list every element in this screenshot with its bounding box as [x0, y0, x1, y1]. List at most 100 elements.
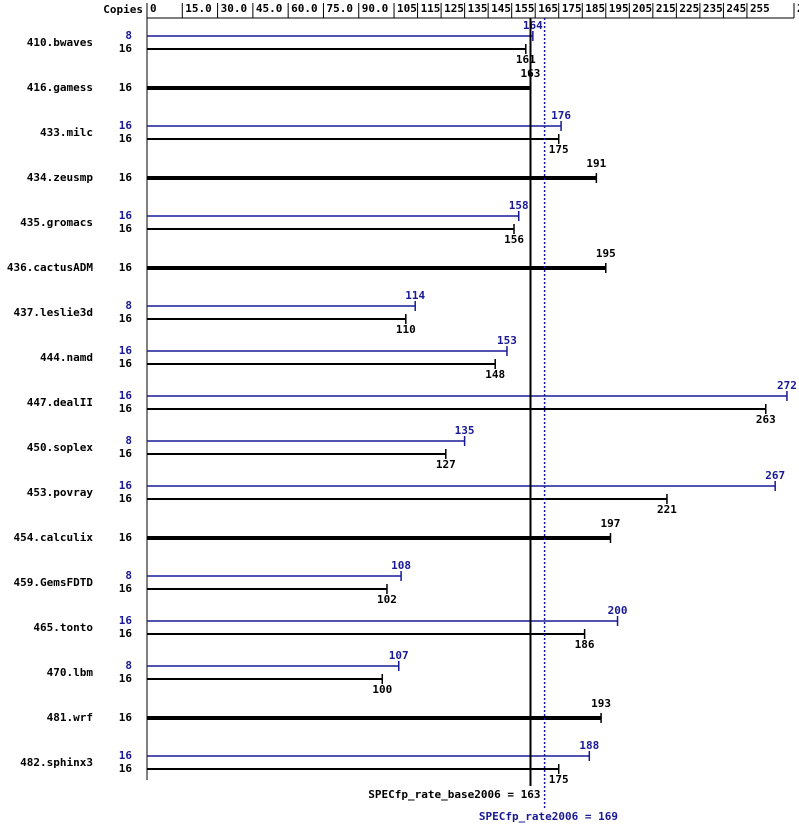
value-label: 114: [405, 289, 425, 302]
benchmark-label: 435.gromacs: [20, 216, 93, 229]
copies-label: 16: [119, 357, 133, 370]
value-label: 127: [436, 458, 456, 471]
x-tick-label: 215: [656, 2, 676, 15]
value-label: 263: [756, 413, 776, 426]
x-tick-label: 225: [679, 2, 699, 15]
benchmark-label: 436.cactusADM: [7, 261, 93, 274]
benchmark-label: 454.calculix: [14, 531, 94, 544]
value-label: 110: [396, 323, 416, 336]
copies-label: 16: [119, 479, 133, 492]
value-label: 148: [485, 368, 505, 381]
copies-label: 16: [119, 749, 133, 762]
copies-label: 16: [119, 344, 133, 357]
copies-label: 8: [125, 659, 132, 672]
copies-label: 16: [119, 312, 133, 325]
value-label: 108: [391, 559, 411, 572]
copies-label: 16: [119, 531, 133, 544]
value-label: 267: [765, 469, 785, 482]
value-label: 195: [596, 247, 616, 260]
value-label: 107: [389, 649, 409, 662]
value-label: 193: [591, 697, 611, 710]
copies-label: 16: [119, 762, 133, 775]
x-tick-label: 235: [703, 2, 723, 15]
benchmark-label: 482.sphinx3: [20, 756, 93, 769]
value-label: 197: [601, 517, 621, 530]
copies-label: 16: [119, 492, 133, 505]
benchmark-label: 447.dealII: [27, 396, 93, 409]
value-label: 175: [549, 773, 569, 786]
copies-label: 16: [119, 222, 133, 235]
copies-label: 16: [119, 209, 133, 222]
x-tick-label: 135: [468, 2, 488, 15]
benchmark-label: 470.lbm: [47, 666, 94, 679]
copies-label: 8: [125, 569, 132, 582]
value-label: 176: [551, 109, 571, 122]
value-label: 156: [504, 233, 524, 246]
x-tick-label: 255: [750, 2, 770, 15]
copies-header: Copies: [103, 3, 143, 16]
value-label: 164: [523, 19, 543, 32]
benchmark-label: 450.soplex: [27, 441, 94, 454]
x-tick-label: 275: [797, 2, 799, 15]
copies-label: 16: [119, 261, 133, 274]
copies-label: 8: [125, 29, 132, 42]
x-tick-label: 60.0: [291, 2, 318, 15]
benchmark-label: 433.milc: [40, 126, 93, 139]
copies-label: 16: [119, 42, 133, 55]
value-label: 100: [372, 683, 392, 696]
copies-label: 16: [119, 447, 133, 460]
copies-label: 16: [119, 171, 133, 184]
benchmark-label: 410.bwaves: [27, 36, 93, 49]
copies-label: 16: [119, 119, 133, 132]
copies-label: 16: [119, 81, 133, 94]
value-label: 188: [579, 739, 599, 752]
x-tick-label: 175: [562, 2, 582, 15]
copies-label: 16: [119, 389, 133, 402]
copies-label: 16: [119, 402, 133, 415]
copies-label: 16: [119, 614, 133, 627]
value-label: 200: [608, 604, 628, 617]
copies-label: 16: [119, 132, 133, 145]
peak-summary: SPECfp_rate2006 = 169: [479, 810, 618, 823]
x-tick-label: 205: [632, 2, 652, 15]
value-label: 102: [377, 593, 397, 606]
benchmark-label: 465.tonto: [33, 621, 93, 634]
base-summary: SPECfp_rate_base2006 = 163: [368, 788, 540, 801]
benchmark-label: 437.leslie3d: [14, 306, 93, 319]
x-tick-label: 185: [585, 2, 605, 15]
value-label: 135: [455, 424, 475, 437]
x-tick-label: 195: [609, 2, 629, 15]
x-tick-label: 75.0: [326, 2, 353, 15]
x-tick-label: 245: [726, 2, 746, 15]
value-label: 191: [586, 157, 606, 170]
x-tick-label: 90.0: [362, 2, 389, 15]
x-tick-label: 30.0: [221, 2, 248, 15]
x-tick-label: 105: [397, 2, 417, 15]
value-label: 153: [497, 334, 517, 347]
value-label: 161: [516, 53, 536, 66]
benchmark-label: 453.povray: [27, 486, 94, 499]
copies-label: 16: [119, 627, 133, 640]
copies-label: 8: [125, 434, 132, 447]
value-label: 175: [549, 143, 569, 156]
benchmark-label: 459.GemsFDTD: [14, 576, 94, 589]
x-tick-label: 125: [444, 2, 464, 15]
x-tick-label: 115: [421, 2, 441, 15]
value-label: 272: [777, 379, 797, 392]
x-tick-label: 165: [538, 2, 558, 15]
copies-label: 16: [119, 672, 133, 685]
value-label: 158: [509, 199, 529, 212]
x-tick-label: 145: [491, 2, 511, 15]
copies-label: 16: [119, 582, 133, 595]
x-tick-label: 45.0: [256, 2, 283, 15]
x-tick-label: 15.0: [185, 2, 212, 15]
copies-label: 16: [119, 711, 133, 724]
benchmark-label: 481.wrf: [47, 711, 93, 724]
value-label: 221: [657, 503, 677, 516]
x-tick-label: 155: [515, 2, 535, 15]
benchmark-label: 444.namd: [40, 351, 93, 364]
benchmark-label: 434.zeusmp: [27, 171, 94, 184]
copies-label: 8: [125, 299, 132, 312]
x-tick-label: 0: [150, 2, 157, 15]
